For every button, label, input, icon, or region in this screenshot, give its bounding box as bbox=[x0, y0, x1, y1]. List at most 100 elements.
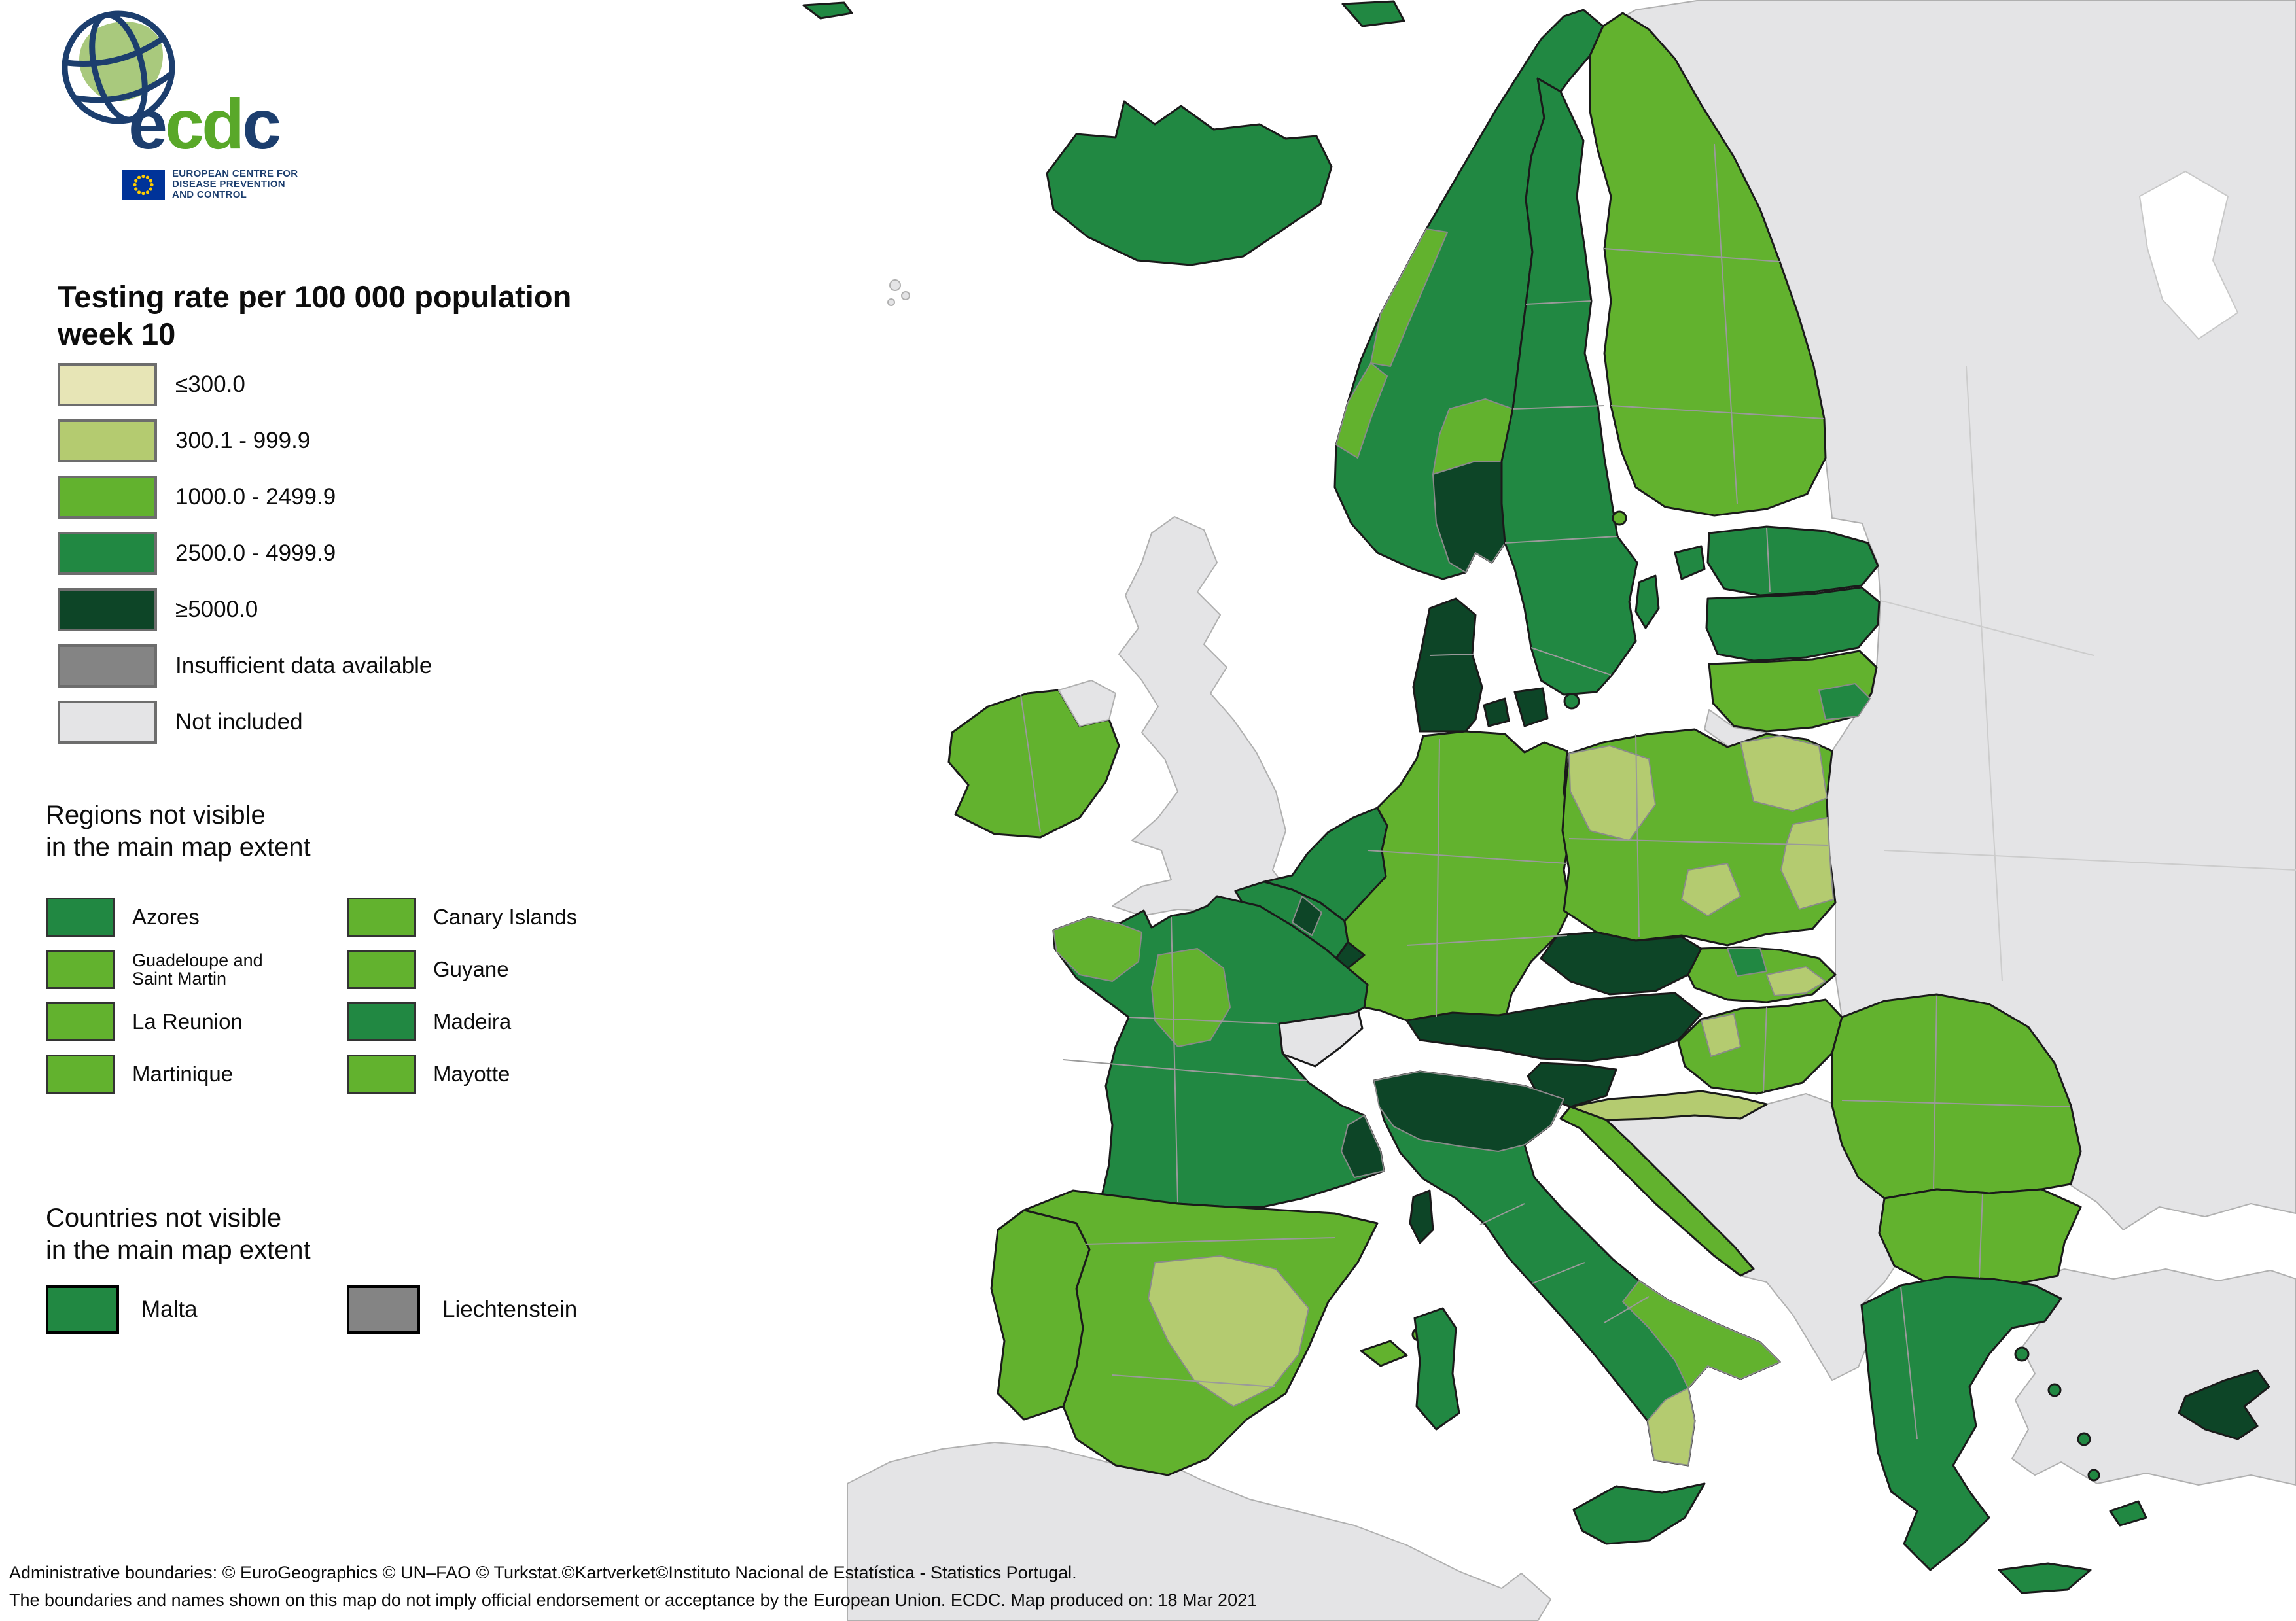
country-romania bbox=[1831, 993, 2082, 1200]
region-hungary-west bbox=[1701, 1013, 1741, 1057]
legend-item-not-included: Not included bbox=[58, 701, 432, 744]
region-vilnius bbox=[1818, 683, 1871, 720]
region-italy-southeast bbox=[1622, 1280, 1780, 1389]
region-centre-val-de-loire bbox=[1151, 948, 1231, 1047]
top-edge-island-east bbox=[1341, 0, 1405, 27]
island-gotland bbox=[1634, 574, 1660, 629]
rnv-swatch-mayotte bbox=[347, 1055, 416, 1094]
legend-swatch-2500-4999 bbox=[58, 532, 157, 575]
north-africa-coast bbox=[847, 1442, 1551, 1621]
map-title: Testing rate per 100 000 population week… bbox=[58, 278, 810, 353]
rnv-item-guyane: Guyane bbox=[347, 943, 635, 996]
rnv-item-mayotte: Mayotte bbox=[347, 1048, 635, 1100]
countries-not-visible-heading: Countries not visible in the main map ex… bbox=[46, 1204, 311, 1264]
white-sea bbox=[2138, 170, 2239, 340]
country-greece bbox=[1860, 1276, 2062, 1571]
region-french-alps bbox=[1341, 1115, 1385, 1178]
country-denmark bbox=[1412, 597, 1549, 733]
legend-item-insufficient: Insufficient data available bbox=[58, 644, 432, 688]
region-norway-coast-west bbox=[1335, 362, 1388, 459]
region-poland-east bbox=[1780, 817, 1834, 910]
top-edge-island-west bbox=[802, 1, 853, 20]
map-title-line2: week 10 bbox=[58, 317, 176, 352]
footer-disclaimer: The boundaries and names shown on this m… bbox=[9, 1590, 1258, 1610]
island-corsica bbox=[1409, 1189, 1434, 1244]
region-po-valley bbox=[1373, 1071, 1564, 1152]
country-latvia bbox=[1705, 586, 1881, 662]
map-title-line1: Testing rate per 100 000 population bbox=[58, 279, 572, 314]
ecdc-org-name: EUROPEAN CENTRE FOR DISEASE PREVENTION A… bbox=[172, 168, 298, 201]
legend-swatch-insufficient bbox=[58, 644, 157, 688]
rnv-item-guadeloupe-saint-martin: Guadeloupe and Saint Martin bbox=[46, 943, 347, 996]
island-sicily bbox=[1572, 1482, 1706, 1545]
rnv-item-canary-islands: Canary Islands bbox=[347, 891, 635, 943]
legend-swatch-le300 bbox=[58, 363, 157, 406]
rnv-swatch-azores bbox=[46, 898, 115, 937]
cnv-swatch-malta bbox=[46, 1285, 119, 1334]
footer-boundaries-note: Administrative boundaries: © EuroGeograp… bbox=[9, 1563, 1077, 1582]
country-portugal bbox=[990, 1209, 1091, 1421]
map-footer: Administrative boundaries: © EuroGeograp… bbox=[9, 1560, 2234, 1614]
region-norway-oslo bbox=[1432, 461, 1506, 573]
region-slovakia-north bbox=[1727, 948, 1767, 977]
cnv-item-liechtenstein: Liechtenstein bbox=[347, 1285, 648, 1334]
legend-item-le300: ≤300.0 bbox=[58, 363, 432, 406]
faroe-islands bbox=[887, 279, 910, 306]
island-sardinia bbox=[1413, 1307, 1460, 1431]
region-poland-central bbox=[1681, 863, 1741, 916]
region-calabria bbox=[1647, 1387, 1695, 1466]
island-crete bbox=[1998, 1562, 2092, 1594]
legend-swatch-ge5000 bbox=[58, 588, 157, 631]
region-brittany bbox=[1053, 916, 1142, 982]
legend-swatch-1000-2499 bbox=[58, 476, 157, 519]
region-poland-northwest bbox=[1568, 745, 1656, 841]
legend-item-300-999: 300.1 - 999.9 bbox=[58, 419, 432, 462]
main-legend: ≤300.0 300.1 - 999.9 1000.0 - 2499.9 250… bbox=[58, 363, 432, 757]
rnv-swatch-martinique bbox=[46, 1055, 115, 1094]
country-cyprus bbox=[2178, 1369, 2270, 1440]
country-ireland bbox=[947, 689, 1120, 839]
country-iceland bbox=[1046, 100, 1333, 266]
region-croatia-coast bbox=[1559, 1106, 1755, 1277]
islands-aegean bbox=[2014, 1346, 2147, 1527]
cnv-item-malta: Malta bbox=[46, 1285, 347, 1334]
region-northern-ireland bbox=[1058, 680, 1116, 727]
rnv-swatch-la-reunion bbox=[46, 1002, 115, 1041]
country-germany bbox=[1343, 730, 1572, 1035]
islands-estonia bbox=[1674, 545, 1706, 580]
countries-not-visible-legend: Malta Liechtenstein bbox=[46, 1285, 674, 1334]
eu-flag-icon bbox=[122, 170, 165, 200]
legend-item-2500-4999: 2500.0 - 4999.9 bbox=[58, 532, 432, 575]
regions-not-visible-heading: Regions not visible in the main map exte… bbox=[46, 801, 311, 862]
rnv-swatch-madeira bbox=[347, 1002, 416, 1041]
rnv-item-azores: Azores bbox=[46, 891, 347, 943]
region-moselle bbox=[1292, 896, 1322, 936]
country-estonia bbox=[1706, 525, 1879, 597]
rnv-item-la-reunion: La Reunion bbox=[46, 996, 347, 1048]
ecdc-globe-icon bbox=[62, 10, 175, 124]
region-croatia-inland bbox=[1569, 1090, 1768, 1121]
country-bulgaria bbox=[1878, 1188, 2082, 1285]
rnv-item-madeira: Madeira bbox=[347, 996, 635, 1048]
rnv-swatch-canary-islands bbox=[347, 898, 416, 937]
legend-swatch-300-999 bbox=[58, 419, 157, 462]
ecdc-logo: ecdc EUROPEAN CENTRE FOR DISEASE PREVENT… bbox=[43, 5, 318, 208]
legend-swatch-not-included bbox=[58, 701, 157, 744]
rnv-item-martinique: Martinique bbox=[46, 1048, 347, 1100]
country-finland bbox=[1589, 12, 1827, 517]
rnv-swatch-guadeloupe bbox=[46, 950, 115, 989]
region-slovakia-southeast bbox=[1766, 966, 1826, 996]
regions-not-visible-legend: Azores Canary Islands Guadeloupe and Sai… bbox=[46, 891, 635, 1100]
ecdc-wordmark: ecdc bbox=[128, 84, 281, 164]
cnv-swatch-liechtenstein bbox=[347, 1285, 420, 1334]
legend-item-1000-2499: 1000.0 - 2499.9 bbox=[58, 476, 432, 519]
region-norway-coast-mid bbox=[1370, 228, 1448, 367]
island-aland bbox=[1612, 510, 1627, 526]
legend-item-ge5000: ≥5000.0 bbox=[58, 588, 432, 631]
rnv-swatch-guyane bbox=[347, 950, 416, 989]
country-austria bbox=[1405, 992, 1703, 1062]
region-poland-northeast bbox=[1740, 735, 1828, 812]
island-bornholm bbox=[1563, 693, 1580, 710]
